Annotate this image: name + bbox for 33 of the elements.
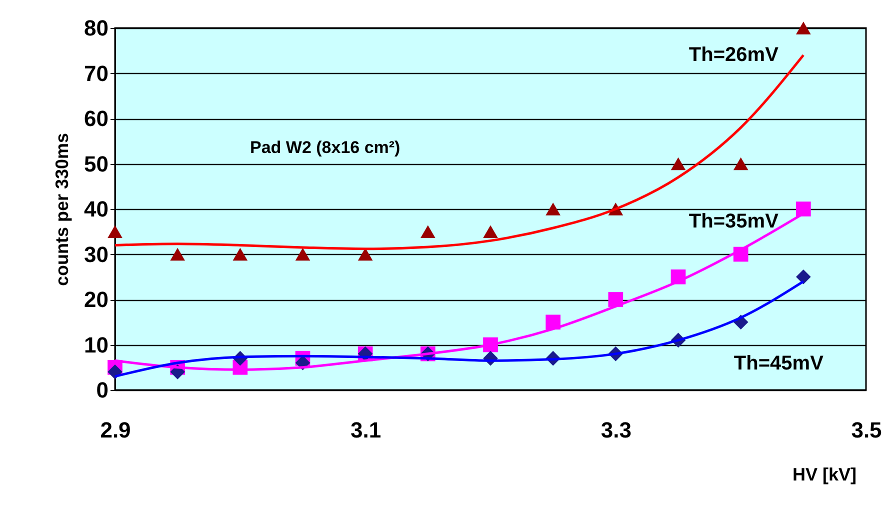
y-tick-label: 50 — [84, 151, 108, 176]
point — [796, 22, 811, 34]
point — [170, 248, 185, 261]
point — [670, 157, 686, 170]
point — [295, 248, 310, 261]
point — [108, 225, 122, 238]
y-tick-label: 10 — [84, 332, 108, 358]
y-tick-label: 60 — [84, 106, 108, 131]
y-tick-label: 70 — [84, 60, 108, 86]
series-label: Th=45mV — [734, 352, 824, 374]
y-tick-label: 40 — [84, 196, 108, 222]
y-tick-label: 80 — [84, 16, 108, 40]
x-tick-label: 3.5 — [851, 418, 882, 442]
point — [546, 202, 560, 216]
y-tick-label: 30 — [84, 242, 108, 267]
series-label: Th=35mV — [688, 210, 780, 233]
x-axis-title: HV [kV] — [792, 464, 856, 484]
point — [483, 225, 498, 238]
y-tick-label: 0 — [96, 378, 108, 402]
point — [546, 314, 560, 330]
point — [108, 364, 122, 380]
point — [796, 269, 811, 284]
series-label: Th=26mV — [688, 44, 780, 66]
point — [232, 248, 248, 261]
x-tick-label: 3.3 — [600, 418, 632, 442]
point — [796, 202, 811, 216]
annotation: Pad W2 (8x16 cm²) — [250, 138, 400, 157]
y-axis-title: counts per 330ms — [52, 132, 72, 286]
point — [420, 225, 436, 238]
point — [733, 157, 748, 170]
x-tick-label: 2.9 — [100, 418, 131, 442]
x-tick-label: 3.1 — [350, 418, 382, 442]
y-tick-label: 20 — [84, 287, 108, 312]
